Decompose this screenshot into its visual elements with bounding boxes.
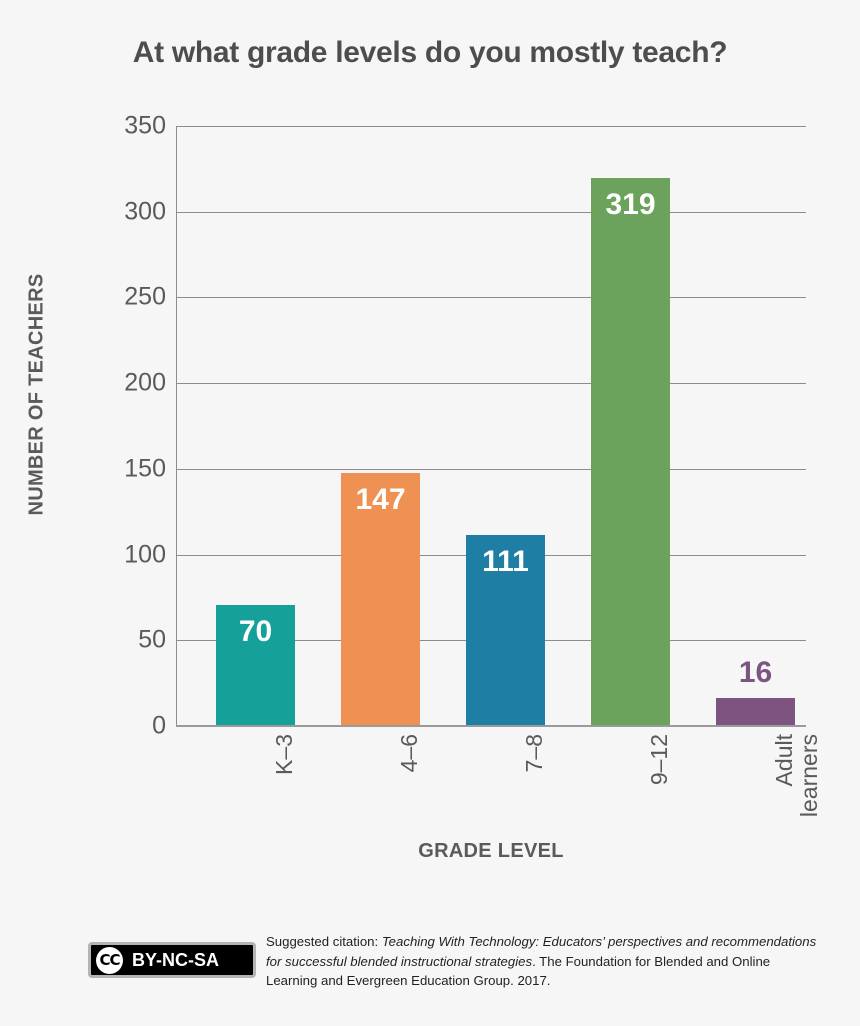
figure-footer: CC BY-NC-SA Suggested citation: Teaching… <box>0 920 860 1026</box>
bar-value-label: 111 <box>482 544 529 578</box>
y-axis-line <box>176 126 177 726</box>
bar-4-6[interactable]: 147 <box>341 473 420 725</box>
creative-commons-license-badge[interactable]: CC BY-NC-SA <box>88 942 256 978</box>
gridline <box>176 297 806 299</box>
x-axis-line <box>176 725 806 727</box>
x-tick-label-line: Adult <box>771 734 797 787</box>
bar-adult-learners[interactable]: 16 <box>716 656 795 725</box>
y-axis-tick-labels: 350 300 250 200 150 100 50 0 <box>96 112 166 740</box>
x-tick-label-line: 9–12 <box>646 734 672 786</box>
cc-icon: CC <box>96 946 123 974</box>
x-tick-label-line: 7–8 <box>521 734 547 773</box>
y-tick-label: 300 <box>124 197 166 226</box>
gridline <box>176 211 806 213</box>
x-tick-label-adult-learners: Adult learners <box>771 734 822 818</box>
gridline <box>176 468 806 470</box>
x-tick-label-4-6: 4–6 <box>396 734 422 773</box>
bar-9-12[interactable]: 319 <box>591 178 670 725</box>
bar-series: 70 147 111 319 16 <box>176 126 806 726</box>
x-axis-tick-labels: K–3 4–6 7–8 9–12 Adult learners <box>176 726 822 846</box>
x-tick-label-7-8: 7–8 <box>521 734 547 773</box>
x-tick-label-k-3: K–3 <box>271 734 297 775</box>
y-axis-title: NUMBER OF TEACHERS <box>25 273 48 516</box>
bar-value-label: 147 <box>355 483 406 516</box>
x-axis-title: GRADE LEVEL <box>418 840 564 862</box>
x-tick-label-9-12: 9–12 <box>646 734 672 786</box>
x-tick-label-line: 4–6 <box>396 734 422 773</box>
page-title: At what grade levels do you mostly teach… <box>132 36 728 69</box>
bar-7-8[interactable]: 111 <box>466 534 545 725</box>
y-tick-label: 250 <box>124 282 166 311</box>
citation-suffix: . The Foundation for Blended and Online … <box>266 953 771 989</box>
license-label: BY-NC-SA <box>132 949 220 970</box>
citation-work-title: Teaching With Technology: Educators’ per… <box>266 934 817 969</box>
y-tick-label: 100 <box>124 540 166 569</box>
y-tick-label: 150 <box>124 454 166 483</box>
gridline <box>176 126 806 127</box>
bar-value-label: 70 <box>238 615 273 648</box>
citation-text: Suggested citation: Teaching With Techno… <box>266 932 820 991</box>
bar-value-label: 319 <box>605 188 656 222</box>
y-tick-label: 0 <box>152 711 166 740</box>
x-tick-label-line: K–3 <box>271 734 297 775</box>
bar-value-label: 16 <box>738 655 773 689</box>
y-tick-label: 50 <box>138 625 166 654</box>
gridline <box>176 383 806 385</box>
citation-prefix: Suggested citation: <box>266 934 382 949</box>
plot-area: 70 147 111 319 16 <box>176 126 806 727</box>
x-tick-label-line: learners <box>795 734 822 818</box>
bar-k-3[interactable]: 70 <box>216 605 295 725</box>
y-tick-label: 200 <box>124 368 166 397</box>
y-tick-label: 350 <box>124 111 166 140</box>
